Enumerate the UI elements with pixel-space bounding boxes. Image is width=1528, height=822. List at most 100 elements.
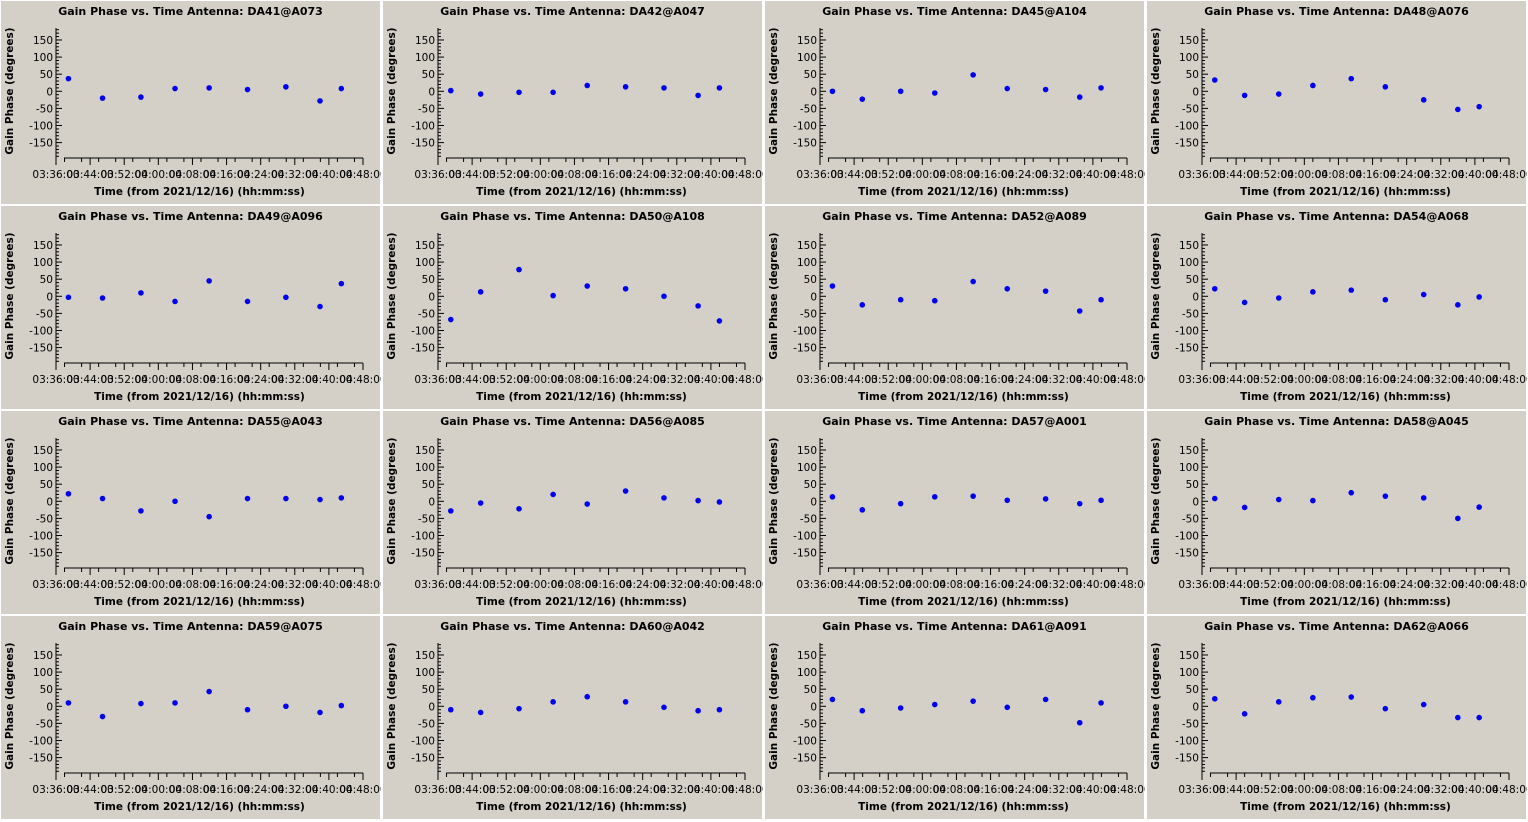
x-tick-label: 04:24:00 bbox=[237, 169, 284, 181]
x-tick-label: 04:40:00 bbox=[687, 169, 734, 181]
data-point bbox=[65, 75, 72, 82]
x-tick-label: 04:24:00 bbox=[1383, 579, 1430, 591]
y-tick-label: 150 bbox=[415, 35, 435, 47]
data-point bbox=[447, 508, 454, 514]
gain-phase-panel: Gain Phase vs. Time Antenna: DA55@A043 15… bbox=[0, 410, 381, 615]
x-axis-label: Time (from 2021/12/16) (hh:mm:ss) bbox=[476, 801, 687, 813]
gain-phase-panel: Gain Phase vs. Time Antenna: DA41@A073 15… bbox=[0, 0, 381, 205]
x-tick-label: 04:32:00 bbox=[653, 169, 700, 181]
x-tick-label: 04:48:00 bbox=[721, 169, 763, 181]
data-point bbox=[1098, 85, 1104, 91]
gain-phase-panel: Gain Phase vs. Time Antenna: DA62@A066 15… bbox=[1146, 615, 1527, 820]
x-tick-label: 04:48:00 bbox=[721, 374, 763, 386]
x-tick-label: 04:08:00 bbox=[169, 374, 216, 386]
data-point bbox=[716, 85, 723, 91]
y-tick-label: 150 bbox=[33, 650, 53, 662]
panel-border bbox=[1146, 0, 1527, 205]
x-tick-label: 04:00:00 bbox=[135, 374, 182, 386]
y-axis-label: Gain Phase (degrees) bbox=[768, 642, 780, 769]
data-point bbox=[317, 303, 323, 310]
y-tick-label: -100 bbox=[29, 736, 53, 748]
data-point bbox=[283, 703, 289, 710]
data-point bbox=[1042, 86, 1049, 93]
x-tick-label: 04:24:00 bbox=[1383, 374, 1430, 386]
x-tick-label: 04:08:00 bbox=[169, 169, 216, 181]
data-point bbox=[1310, 289, 1316, 295]
data-point bbox=[695, 303, 701, 309]
data-point bbox=[716, 706, 723, 713]
data-point bbox=[695, 92, 701, 99]
panel-border bbox=[1146, 410, 1527, 615]
y-tick-label: -50 bbox=[418, 103, 435, 115]
data-point bbox=[338, 85, 345, 92]
data-point bbox=[99, 295, 106, 301]
x-tick-label: 03:44:00 bbox=[67, 169, 114, 181]
data-point bbox=[661, 85, 667, 91]
chart-svg: Gain Phase vs. Time Antenna: DA52@A089 15… bbox=[764, 205, 1145, 410]
data-point bbox=[897, 705, 904, 711]
data-point bbox=[695, 707, 701, 714]
data-point bbox=[716, 318, 723, 324]
x-tick-label: 04:48:00 bbox=[1485, 784, 1527, 796]
y-tick-label: -150 bbox=[793, 753, 817, 765]
y-tick-label: 150 bbox=[33, 240, 53, 252]
data-point bbox=[550, 292, 556, 299]
y-tick-label: -150 bbox=[793, 343, 817, 355]
y-tick-label: 50 bbox=[1186, 274, 1199, 286]
x-tick-label: 03:36:00 bbox=[1178, 784, 1225, 796]
chart-svg: Gain Phase vs. Time Antenna: DA54@A068 15… bbox=[1146, 205, 1527, 410]
x-tick-label: 04:40:00 bbox=[305, 579, 352, 591]
chart-svg: Gain Phase vs. Time Antenna: DA48@A076 15… bbox=[1146, 0, 1527, 205]
x-tick-label: 04:40:00 bbox=[1451, 784, 1498, 796]
y-tick-label: 0 bbox=[428, 291, 435, 303]
y-tick-label: 50 bbox=[422, 69, 435, 81]
x-tick-label: 03:44:00 bbox=[1213, 169, 1260, 181]
x-tick-label: 04:24:00 bbox=[237, 784, 284, 796]
data-point bbox=[477, 709, 484, 716]
data-point bbox=[99, 495, 106, 502]
y-tick-label: 0 bbox=[428, 496, 435, 508]
data-point bbox=[1455, 106, 1461, 113]
data-point bbox=[584, 82, 591, 89]
x-tick-label: 04:00:00 bbox=[1281, 374, 1328, 386]
x-axis-label: Time (from 2021/12/16) (hh:mm:ss) bbox=[1240, 801, 1451, 813]
x-tick-label: 03:36:00 bbox=[414, 579, 461, 591]
chart-svg: Gain Phase vs. Time Antenna: DA55@A043 15… bbox=[0, 410, 381, 615]
y-tick-label: -50 bbox=[1182, 718, 1199, 730]
chart-svg: Gain Phase vs. Time Antenna: DA62@A066 15… bbox=[1146, 615, 1527, 820]
x-tick-label: 04:00:00 bbox=[135, 579, 182, 591]
gain-phase-panel: Gain Phase vs. Time Antenna: DA61@A091 15… bbox=[764, 615, 1145, 820]
gain-phase-panel: Gain Phase vs. Time Antenna: DA58@A045 15… bbox=[1146, 410, 1527, 615]
y-tick-label: -100 bbox=[793, 736, 817, 748]
y-tick-label: -50 bbox=[36, 103, 53, 115]
data-point bbox=[317, 98, 323, 104]
y-tick-label: 0 bbox=[46, 701, 53, 713]
x-tick-label: 03:52:00 bbox=[865, 374, 912, 386]
data-point bbox=[283, 294, 289, 301]
x-tick-label: 03:44:00 bbox=[449, 579, 496, 591]
data-point bbox=[584, 693, 591, 700]
data-point bbox=[516, 266, 522, 273]
x-tick-label: 04:08:00 bbox=[1315, 374, 1362, 386]
panel-border bbox=[382, 410, 763, 615]
x-tick-label: 04:16:00 bbox=[203, 169, 250, 181]
data-point bbox=[1455, 515, 1461, 522]
y-tick-label: -150 bbox=[793, 548, 817, 560]
data-point bbox=[970, 72, 976, 78]
chart-title: Gain Phase vs. Time Antenna: DA60@A042 bbox=[440, 620, 705, 633]
panel-background bbox=[0, 615, 381, 820]
y-tick-label: -150 bbox=[411, 138, 435, 150]
y-tick-label: 50 bbox=[40, 274, 53, 286]
x-tick-label: 03:36:00 bbox=[796, 374, 843, 386]
data-point bbox=[477, 91, 484, 97]
x-tick-label: 03:44:00 bbox=[1213, 784, 1260, 796]
x-tick-label: 03:44:00 bbox=[67, 784, 114, 796]
data-point bbox=[859, 96, 866, 102]
x-tick-label: 04:16:00 bbox=[585, 579, 632, 591]
y-tick-label: -150 bbox=[29, 138, 53, 150]
data-point bbox=[584, 283, 591, 289]
panel-background bbox=[382, 615, 763, 820]
y-tick-label: -50 bbox=[800, 103, 817, 115]
x-tick-label: 04:24:00 bbox=[1001, 784, 1048, 796]
x-tick-label: 03:36:00 bbox=[796, 169, 843, 181]
